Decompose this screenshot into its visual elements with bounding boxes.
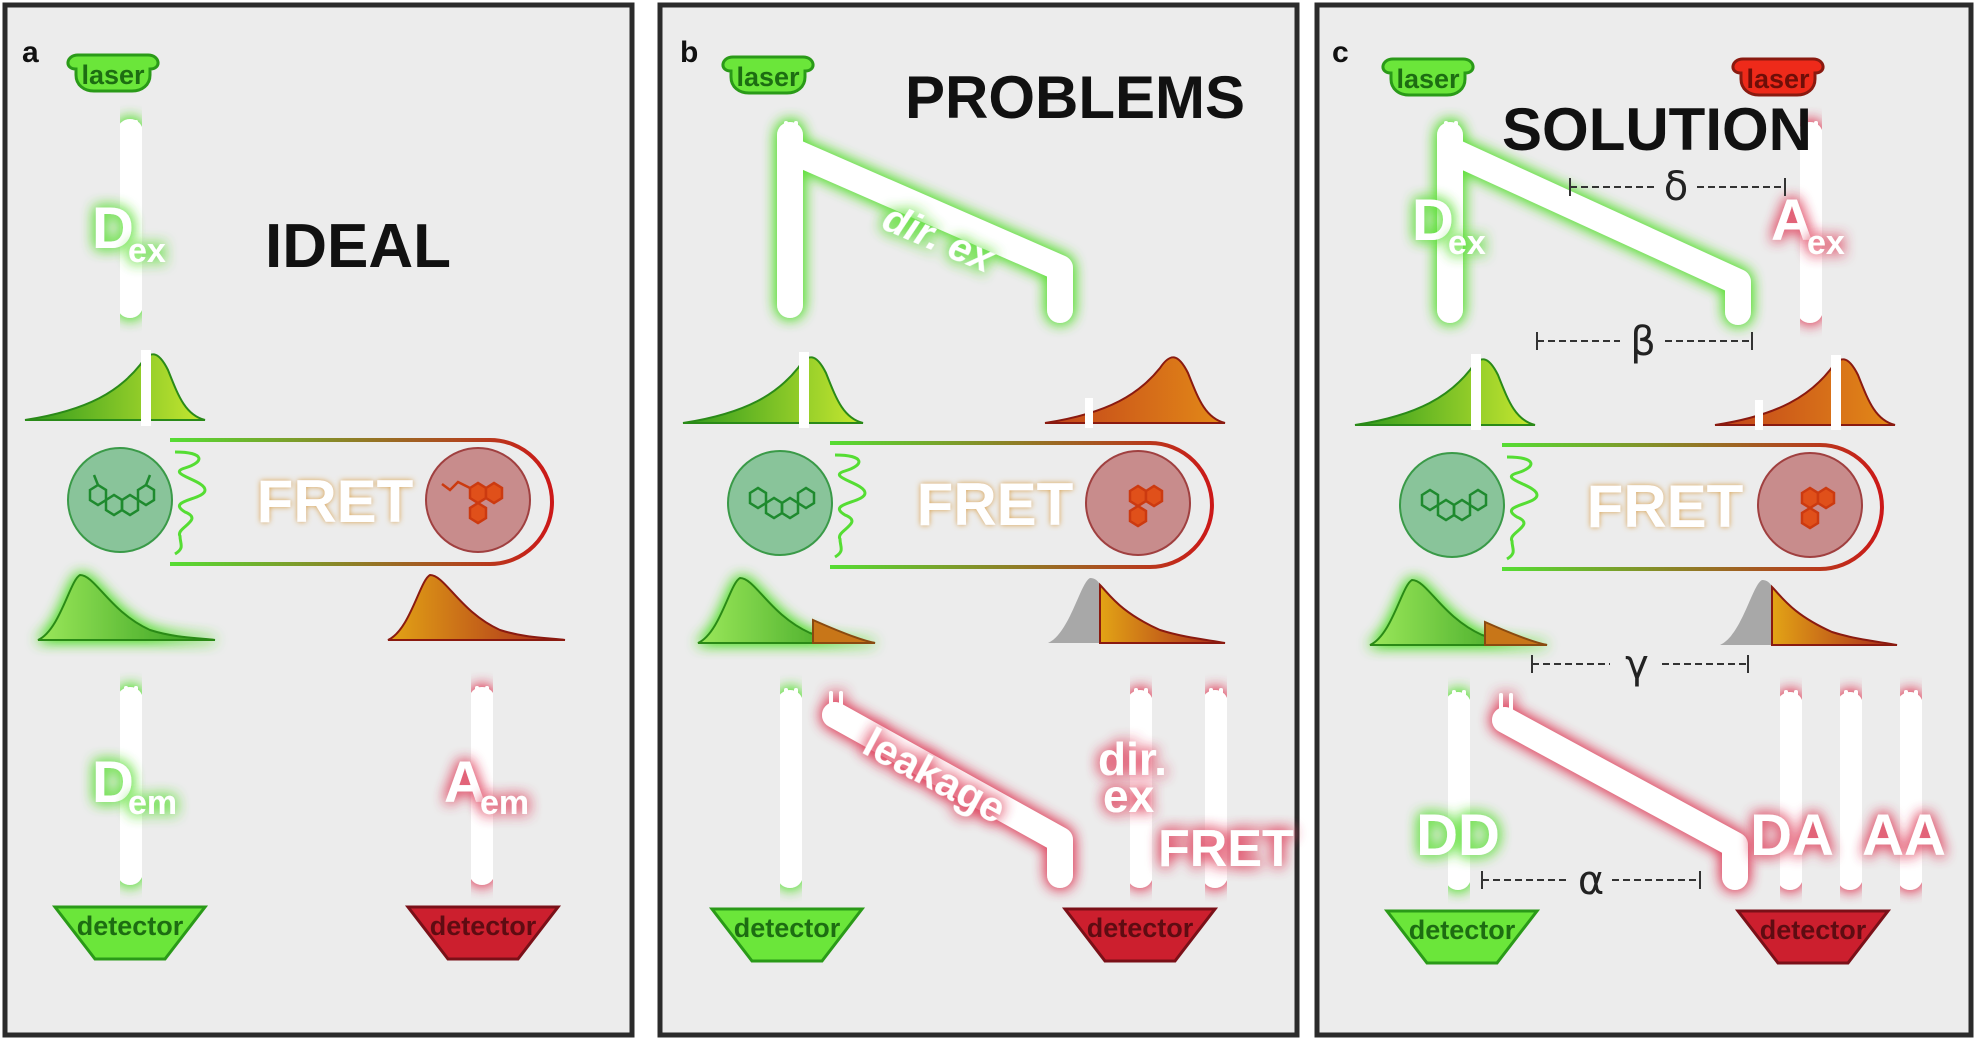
fret-channel-beam [1837,690,1863,890]
fret-label: FRET [917,471,1074,538]
panel-c: c laser laser SOLUTION D ex A ex [1314,2,1974,1038]
alpha-factor: α [1481,858,1701,904]
donor-laser-icon: laser [1381,57,1475,97]
panel-b: b PROBLEMS laser dir. ex [657,2,1300,1038]
fret-pair: FRET [1399,443,1884,571]
aem-label-sub: em [480,784,529,822]
dd-channel-beam [1445,690,1471,890]
dd-label: DD [1416,803,1500,868]
donor-detector-label: detector [77,911,184,941]
dex-label-main: D [1412,188,1454,253]
donor-excitation-beam [1437,121,1751,325]
donor-emission-spectrum [1369,578,1548,646]
acceptor-absorption-spectrum [1044,356,1226,428]
panel-a-heading: IDEAL [265,212,451,281]
panel-b-letter: b [680,36,698,69]
beta-factor: β [1536,319,1753,365]
acceptor-detector-icon: detector [1734,909,1892,965]
donor-emission-beam [117,686,143,885]
panel-b-heading: PROBLEMS [905,64,1245,131]
acceptor-absorption-spectrum [1714,355,1896,430]
aex-label-sub: ex [1807,224,1845,262]
donor-laser-label: laser [1396,64,1460,94]
donor-detector-label: detector [1409,915,1516,945]
acceptor-detector-icon: detector [1061,907,1219,963]
beta-label: β [1630,319,1656,365]
acceptor-fret-beam [1202,688,1228,888]
dex-label-sub: ex [1448,224,1486,262]
laser-label: laser [736,62,800,92]
donor-absorption-spectrum [1354,354,1536,430]
acceptor-detector-label: detector [430,911,537,941]
donor-excitation-beam [117,119,143,318]
acceptor-emission-beam [469,686,495,885]
donor-emission-spectrum [37,573,216,641]
acceptor-laser-icon: laser [1731,57,1825,97]
laser-icon: laser [66,53,160,93]
donor-absorption-spectrum [682,352,864,428]
fret-pair: FRET [67,438,554,566]
gamma-label: γ [1625,642,1649,688]
dex-label-main: D [92,196,134,261]
fret-label: FRET [1587,473,1744,540]
alpha-label: α [1578,858,1604,904]
panel-c-letter: c [1332,36,1349,69]
aem-label-main: A [444,750,486,815]
fret-label: FRET [257,468,414,535]
da-label: DA [1750,803,1834,868]
da-channel-beam [1777,690,1803,890]
leakage-beam [822,691,1073,888]
acceptor-laser-label: laser [1746,64,1810,94]
laser-label: laser [81,60,145,90]
acceptor-emission-spectrum [387,573,566,641]
aex-label-main: A [1771,188,1813,253]
donor-emission-beam [777,688,803,888]
gamma-factor: γ [1531,642,1749,688]
dem-label-sub: em [128,784,177,822]
acceptor-emission-spectrum [1720,580,1898,646]
dem-label-main: D [92,750,134,815]
donor-detector-icon: detector [1383,909,1541,965]
fret-channel-label: FRET [1158,820,1294,878]
aa-label: AA [1862,803,1946,868]
panel-a-letter: a [22,36,39,69]
acceptor-detector-icon: detector [404,905,562,961]
acceptor-direct-excitation-beam [1127,688,1153,888]
dir-line2-label: ex [1103,770,1155,822]
panel-a: a IDEAL laser D ex [2,2,635,1038]
acceptor-emission-spectrum [1048,578,1226,644]
donor-absorption-spectrum [24,350,206,426]
donor-detector-label: detector [734,913,841,943]
donor-detector-icon: detector [708,907,866,963]
delta-label: δ [1664,164,1688,210]
dex-label-sub: ex [128,232,166,270]
dir-line1-label: dir. [1098,733,1167,785]
delta-factor: δ [1569,164,1786,210]
direct-excitation-beam [777,121,1073,323]
panel-c-heading: SOLUTION [1502,96,1812,163]
donor-emission-spectrum [697,576,876,644]
acceptor-detector-label: detector [1087,913,1194,943]
fret-pair: FRET [727,441,1214,569]
leakage-beam [1492,693,1748,890]
acceptor-detector-label: detector [1760,915,1867,945]
donor-detector-icon: detector [51,905,209,961]
aa-channel-beam [1897,690,1923,890]
laser-icon: laser [721,55,815,95]
acceptor-excitation-beam [1797,121,1823,323]
